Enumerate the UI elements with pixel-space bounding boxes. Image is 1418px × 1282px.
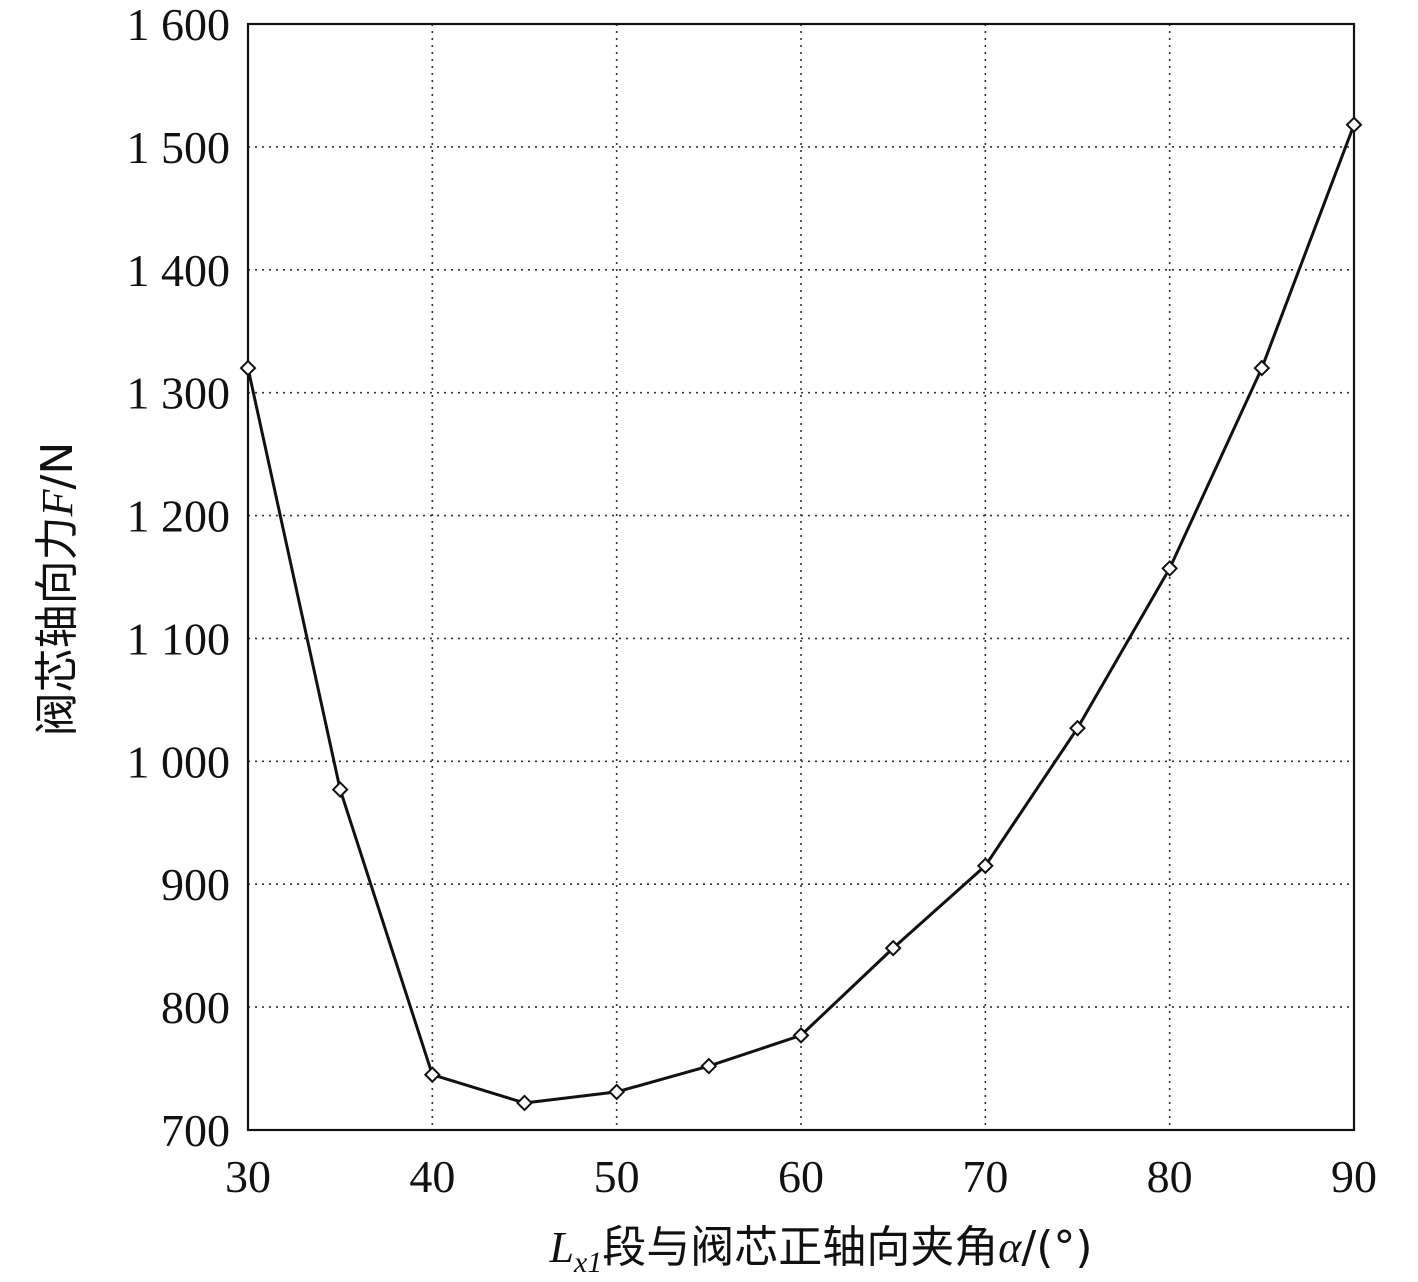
x-tick-label: 80 [1147,1151,1193,1202]
x-axis-unit: /(°) [1021,1222,1092,1273]
data-point [884,939,902,957]
data-point [516,1094,533,1112]
x-axis-title: Lx1段与阀芯正轴向夹角α/(°) [548,1222,1092,1279]
x-tick-label: 70 [962,1151,1008,1202]
y-tick-label: 800 [161,982,230,1033]
y-axis-title: 阀芯轴向力F/N [32,442,83,737]
y-axis-unit: /N [32,442,83,490]
x-tick-labels: 30 40 50 60 70 80 90 [225,1151,1377,1202]
data-point [1345,116,1363,134]
x-tick-label: 40 [409,1151,455,1202]
y-tick-label: 1 400 [127,245,231,296]
x-tick-label: 30 [225,1151,271,1202]
y-tick-label: 1 600 [127,0,231,50]
data-point [976,857,994,875]
x-tick-label: 50 [594,1151,640,1202]
x-tick-label: 60 [778,1151,824,1202]
data-point [1253,359,1271,377]
plot-frame [246,22,1356,1132]
y-tick-label: 1 100 [127,613,231,664]
y-tick-label: 1 000 [127,736,231,787]
y-tick-label: 900 [161,859,230,910]
y-axis-text: 阀芯轴向力 [32,516,83,736]
data-point [608,1083,626,1101]
x-axis-var: L [548,1223,573,1272]
x-tick-label: 90 [1331,1151,1377,1202]
y-tick-label: 1 300 [127,368,231,419]
grid-layer [248,24,1354,1130]
y-tick-label: 1 200 [127,491,231,542]
x-axis-greek: α [998,1223,1022,1272]
data-point [1161,559,1179,577]
data-point [423,1066,441,1084]
y-tick-label: 700 [161,1105,230,1156]
y-tick-labels: 700 800 900 1 000 1 100 1 200 1 300 1 400 1 500 1… [127,0,231,1156]
y-axis-var: F [33,488,82,517]
data-point [239,359,257,377]
series-layer [239,116,1363,1112]
data-point [700,1057,718,1075]
data-point [331,781,349,799]
x-axis-text: 段与阀芯正轴向夹角 [602,1222,998,1273]
y-tick-label: 1 500 [127,122,231,173]
data-point [1069,719,1086,737]
data-point [792,1026,810,1044]
x-axis-var-sub: x1 [573,1246,602,1279]
